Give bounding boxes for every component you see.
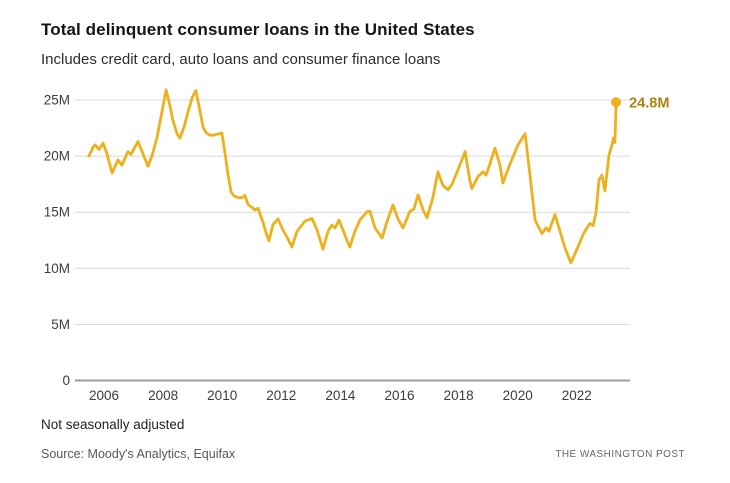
end-value-label: 24.8M — [629, 96, 669, 112]
x-tick-label: 2016 — [384, 388, 414, 403]
publisher-credit: THE WASHINGTON POST — [555, 449, 685, 460]
source-credit: Source: Moody's Analytics, Equifax — [41, 447, 236, 461]
x-tick-label: 2018 — [444, 388, 474, 403]
y-tick-label: 5M — [51, 317, 70, 332]
x-tick-label: 2014 — [325, 388, 356, 403]
data-series-line — [87, 88, 618, 265]
x-tick-label: 2020 — [503, 388, 533, 403]
chart-title: Total delinquent consumer loans in the U… — [41, 20, 475, 39]
end-point-dot — [611, 97, 622, 108]
x-tick-label: 2006 — [89, 388, 119, 403]
y-tick-label: 25M — [44, 93, 70, 108]
x-tick-label: 2012 — [266, 388, 296, 403]
chart-subtitle: Includes credit card, auto loans and con… — [41, 51, 441, 68]
x-tick-label: 2022 — [562, 388, 592, 403]
x-tick-label: 2010 — [207, 388, 237, 403]
x-tick-label: 2008 — [148, 388, 178, 403]
y-tick-label: 0 — [62, 373, 70, 388]
chart-note: Not seasonally adjusted — [41, 417, 185, 432]
y-tick-label: 20M — [44, 149, 70, 164]
y-tick-label: 10M — [44, 261, 70, 276]
y-tick-label: 15M — [44, 205, 70, 220]
